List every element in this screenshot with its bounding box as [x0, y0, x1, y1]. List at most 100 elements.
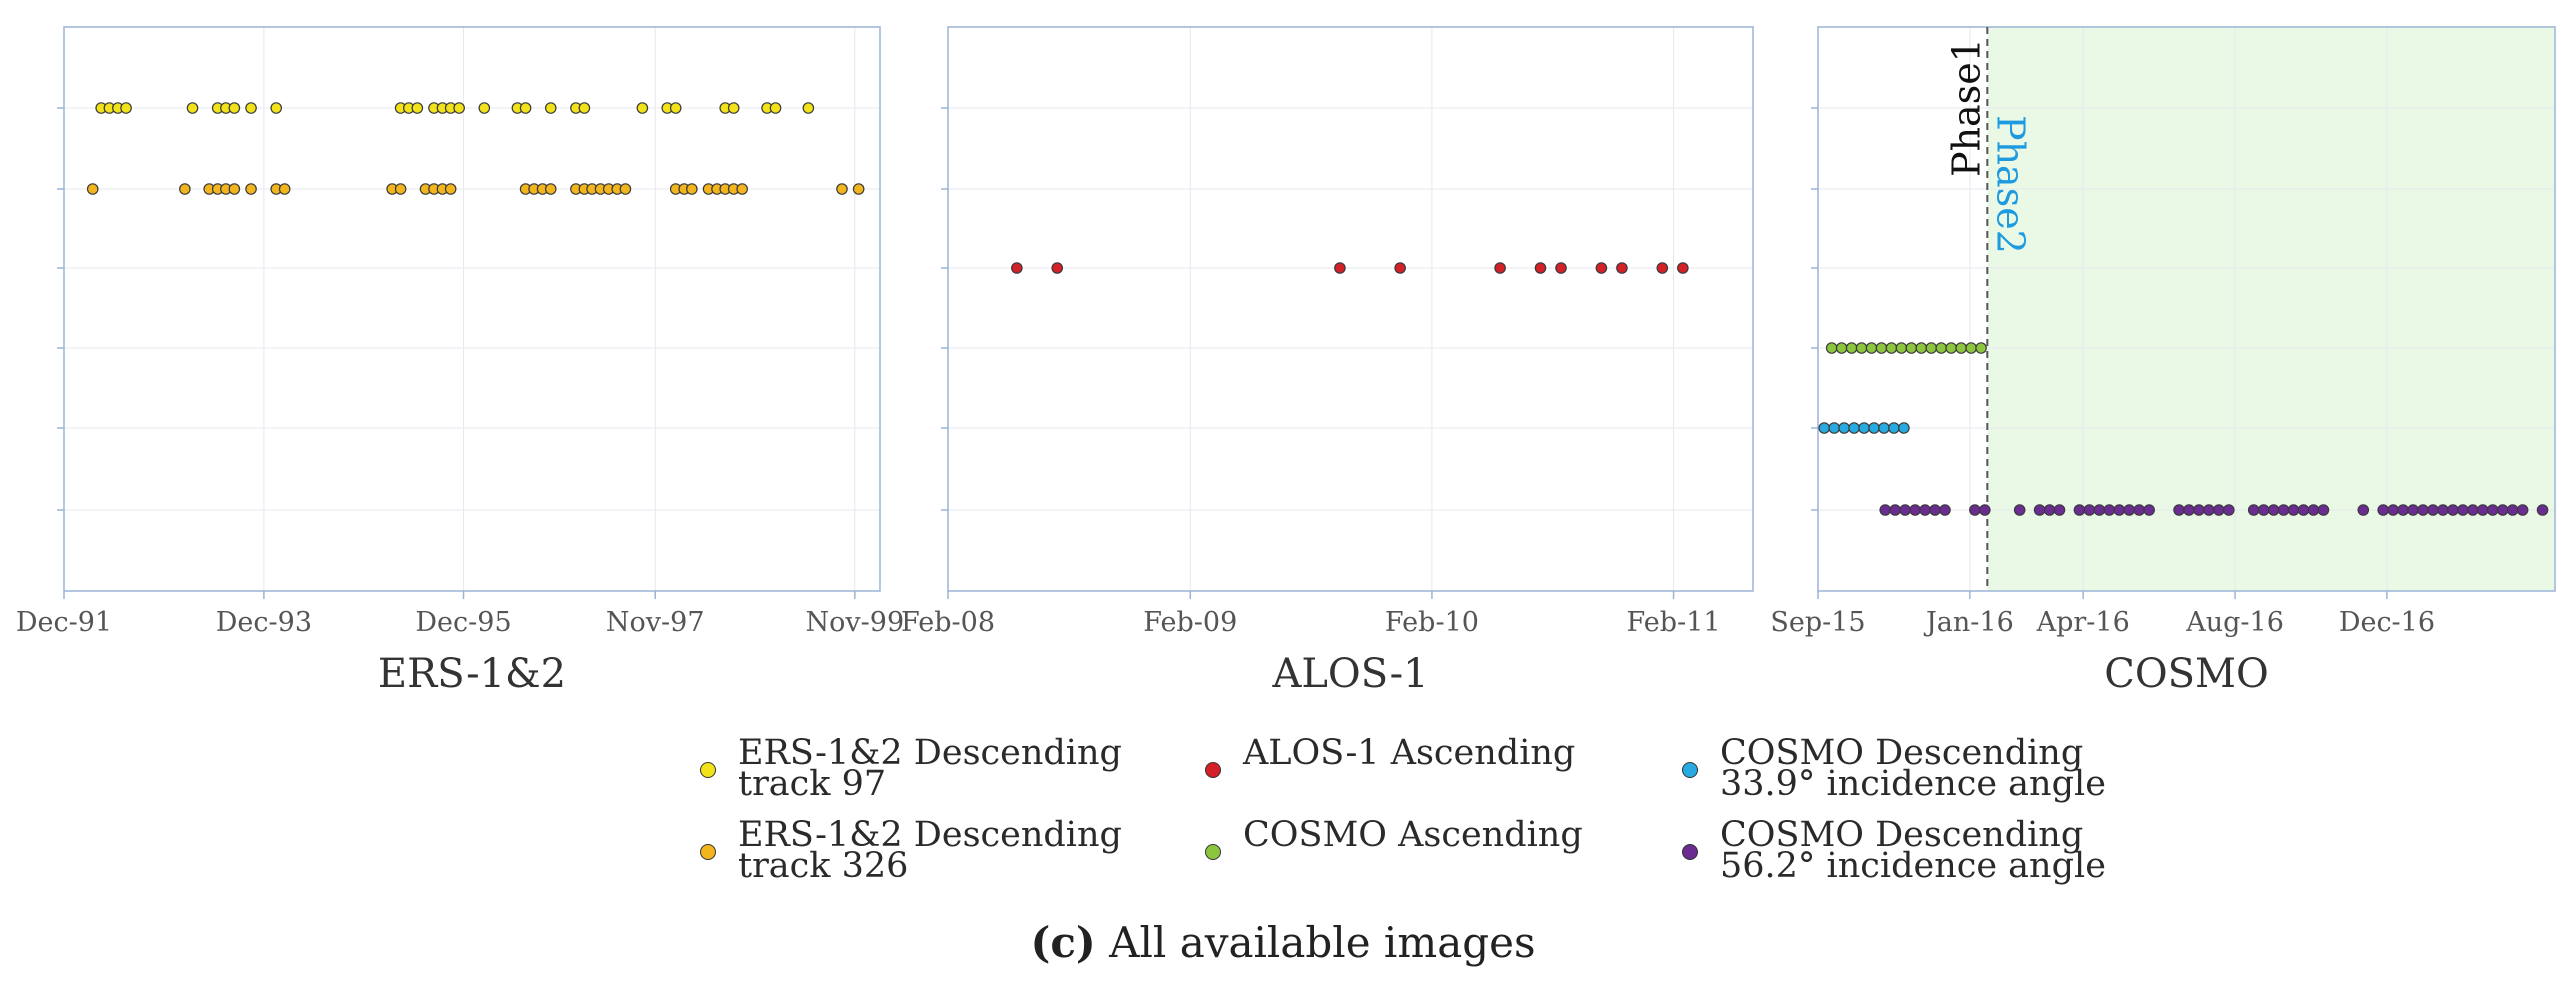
data-point-6: [2516, 504, 2529, 516]
legend-marker-icon: [1205, 762, 1221, 778]
data-point-1: [769, 102, 782, 114]
data-point-6: [1979, 504, 1991, 516]
data-point-6: [2013, 504, 2026, 516]
data-point-6: [2173, 504, 2185, 516]
data-point-6: [2093, 504, 2106, 516]
data-point-6: [2407, 504, 2419, 516]
data-point-6: [2223, 504, 2235, 516]
figure-caption: (c) All available images: [0, 918, 2566, 967]
legend-item-ers-track326: ERS-1&2 Descending track 326: [700, 818, 1122, 884]
data-point-6: [1969, 504, 1981, 516]
x-tick-label: Dec-16: [2339, 607, 2435, 638]
data-point-4: [1855, 342, 1868, 354]
x-tick-label: Dec-93: [216, 607, 312, 638]
data-point-6: [1939, 504, 1951, 516]
data-point-4: [1965, 342, 1977, 354]
data-point-1: [186, 102, 199, 114]
data-point-6: [1909, 504, 1921, 516]
data-point-4: [1915, 342, 1928, 354]
x-tick-label: Feb-08: [901, 607, 995, 638]
data-point-6: [1889, 504, 1901, 516]
data-point-4: [1865, 342, 1878, 354]
timeline-chart: Dec-91 Dec-93 Dec-95 Nov-97 Nov-99 ERS-1&2 Feb…: [16, 26, 2556, 697]
data-point-3: [1555, 262, 1567, 274]
data-point-6: [2377, 504, 2389, 516]
data-point-1: [636, 102, 649, 114]
data-point-6: [2297, 504, 2310, 516]
legend-item-cosmo-desc-56: COSMO Descending 56.2° incidence angle: [1682, 818, 2106, 884]
data-point-2: [852, 183, 865, 195]
data-point-6: [2103, 504, 2116, 516]
data-point-6: [2277, 504, 2290, 516]
data-point-6: [2397, 504, 2409, 516]
caption-letter: (c): [1030, 918, 1096, 967]
x-tick-label: Nov-99: [806, 607, 905, 638]
data-point-2: [228, 183, 241, 195]
data-point-6: [2247, 504, 2260, 516]
data-point-1: [669, 102, 682, 114]
legend-label: ERS-1&2 Descending track 97: [738, 733, 1122, 804]
data-point-6: [2417, 504, 2429, 516]
data-point-1: [411, 102, 424, 114]
data-point-4: [1895, 342, 1908, 354]
data-point-2: [278, 183, 291, 195]
x-tick-label: Feb-10: [1385, 607, 1479, 638]
data-point-4: [1945, 342, 1958, 354]
x-tick-label: Jan-16: [1923, 607, 2014, 638]
data-point-4: [1935, 342, 1948, 354]
panel-title: COSMO: [2104, 651, 2269, 697]
data-point-4: [1885, 342, 1898, 354]
data-point-6: [2437, 504, 2449, 516]
plot-frame: [63, 26, 881, 592]
data-point-2: [736, 183, 748, 195]
data-point-3: [1616, 262, 1628, 274]
legend-marker-icon: [1682, 844, 1698, 860]
legend-marker-icon: [1205, 844, 1221, 860]
data-point-6: [1929, 504, 1941, 516]
data-point-4: [1905, 342, 1918, 354]
legend-item-cosmo-ascending: COSMO Ascending: [1205, 818, 1583, 860]
data-point-6: [2536, 504, 2549, 516]
data-point-6: [2486, 504, 2499, 516]
data-point-6: [2183, 504, 2195, 516]
data-point-5: [1858, 422, 1870, 434]
data-point-5: [1818, 422, 1831, 434]
data-point-3: [1394, 262, 1406, 274]
legend-item-alos-ascending: ALOS-1 Ascending: [1205, 736, 1575, 778]
data-point-2: [245, 183, 257, 195]
data-point-1: [727, 102, 740, 114]
panel-2: Sep-15 Jan-16 Apr-16 Aug-16 Dec-16 Phase1Phas…: [1770, 26, 2556, 697]
data-point-2: [544, 183, 557, 195]
legend: ERS-1&2 Descending track 97 ALOS-1 Ascen…: [0, 733, 2566, 908]
data-point-3: [1494, 262, 1506, 274]
x-tick-label: Aug-16: [2185, 607, 2284, 638]
data-point-2: [619, 183, 632, 195]
data-point-4: [1875, 342, 1888, 354]
data-point-2: [836, 183, 848, 195]
phase2-label: Phase2: [1988, 115, 2032, 254]
data-point-6: [2073, 504, 2086, 516]
data-point-6: [2457, 504, 2469, 516]
data-point-2: [686, 183, 698, 195]
data-point-6: [2113, 504, 2126, 516]
data-point-5: [1848, 422, 1860, 434]
data-point-2: [444, 183, 457, 195]
legend-marker-icon: [1682, 762, 1698, 778]
data-point-5: [1888, 422, 1900, 434]
data-point-5: [1838, 422, 1850, 434]
data-point-6: [2083, 504, 2096, 516]
data-point-1: [120, 102, 132, 114]
x-tick-label: Feb-11: [1627, 607, 1721, 638]
plot-frame: [947, 26, 1754, 592]
legend-marker-icon: [700, 844, 716, 860]
data-point-4: [1975, 342, 1987, 354]
x-tick-label: Nov-97: [606, 607, 705, 638]
data-point-1: [270, 102, 283, 114]
data-point-1: [245, 102, 257, 114]
panel-title: ERS-1&2: [378, 651, 566, 697]
data-point-6: [1879, 504, 1892, 516]
panel-title: ALOS-1: [1271, 651, 1428, 697]
data-point-6: [2467, 504, 2479, 516]
data-point-5: [1878, 422, 1890, 434]
data-point-6: [1919, 504, 1931, 516]
